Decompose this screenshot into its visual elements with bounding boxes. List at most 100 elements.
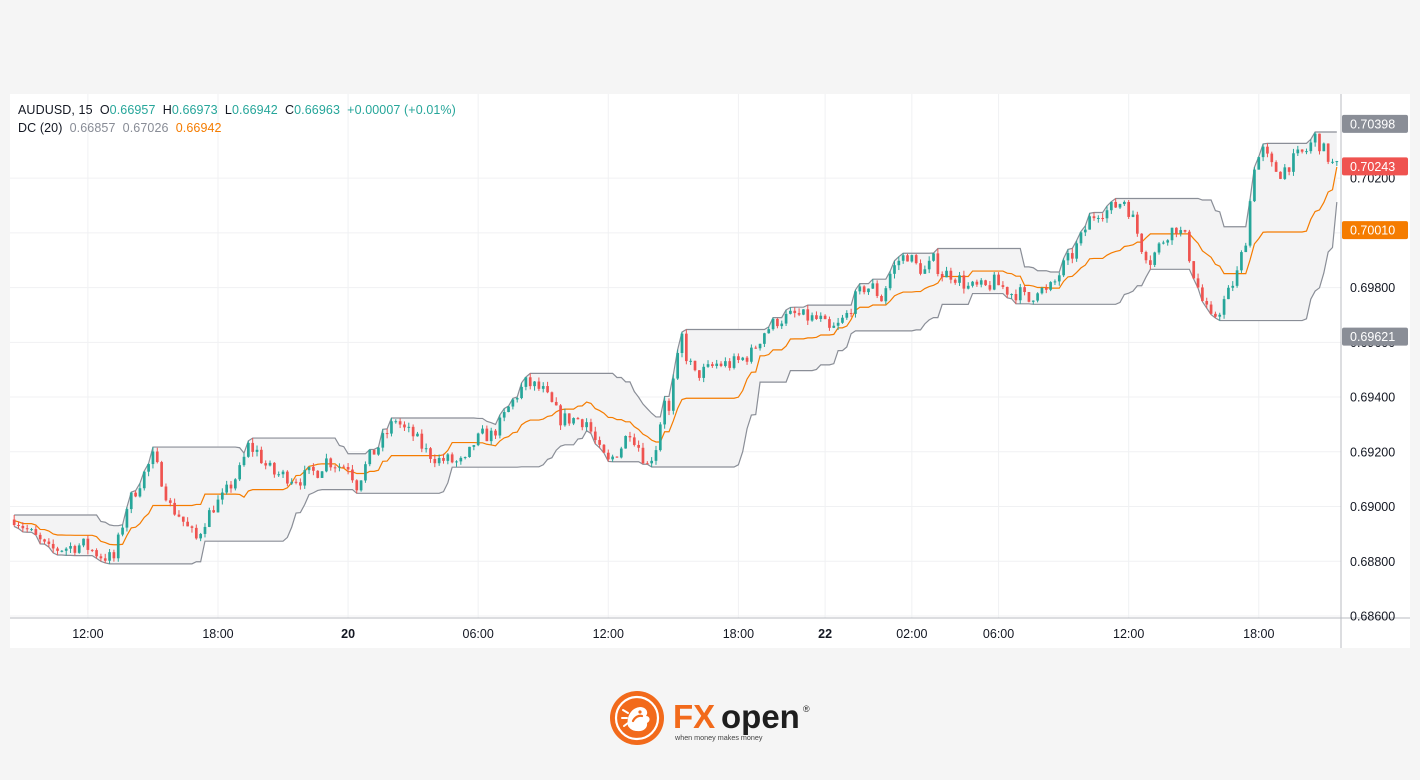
candle-body — [684, 333, 688, 362]
candle-bullish — [1179, 226, 1183, 237]
candle-body — [1279, 171, 1282, 179]
candle-bullish — [1153, 251, 1157, 268]
candle-bearish — [550, 391, 554, 403]
candle-body — [299, 482, 302, 486]
candle-bullish — [966, 282, 970, 290]
candle-bullish — [377, 447, 380, 456]
candle-bearish — [1140, 233, 1144, 255]
candle-bullish — [1157, 242, 1161, 255]
candle-body — [1209, 304, 1213, 314]
candle-body — [984, 280, 987, 286]
candle-bearish — [953, 278, 957, 285]
candle-body — [216, 499, 220, 513]
candle-body — [949, 270, 953, 280]
candle-bearish — [494, 429, 497, 440]
candle-bearish — [73, 544, 77, 556]
candle-bullish — [225, 480, 229, 495]
candle-body — [1088, 216, 1091, 230]
high-label: H — [162, 103, 172, 117]
candle-bearish — [38, 532, 42, 544]
candle-body — [394, 421, 398, 423]
candle-body — [446, 454, 450, 461]
candle-bullish — [1018, 283, 1022, 304]
candle-body — [1261, 146, 1265, 158]
candle-bullish — [1283, 164, 1287, 180]
candle-body — [1274, 162, 1278, 172]
candle-body — [181, 516, 185, 522]
candle-body — [906, 255, 909, 262]
candle-body — [1179, 230, 1183, 234]
candle-body — [819, 315, 823, 319]
candle-body — [494, 430, 497, 436]
candle-bullish — [82, 538, 85, 548]
candle-bullish — [1131, 210, 1135, 218]
channel-fill — [14, 131, 1337, 564]
candle-bullish — [1248, 198, 1252, 248]
candle-bullish — [1066, 249, 1070, 265]
candle-body — [1300, 149, 1304, 152]
candle-bullish — [1036, 292, 1039, 303]
candle-body — [264, 463, 268, 466]
candle-body — [12, 519, 16, 525]
candle-body — [958, 275, 961, 283]
candle-bearish — [1127, 200, 1131, 219]
candle-bearish — [997, 272, 1000, 286]
donchian-channel — [13, 131, 1338, 565]
indicator-legend[interactable]: DC (20) 0.66857 0.67026 0.66942 — [18, 121, 222, 135]
candle-bullish — [69, 542, 72, 553]
candle-body — [372, 449, 376, 455]
candle-body — [997, 274, 1000, 286]
candle-bearish — [797, 308, 801, 317]
candle-bearish — [632, 433, 636, 447]
candle-body — [988, 285, 992, 290]
candle-bearish — [776, 317, 779, 329]
candle-bullish — [1313, 131, 1317, 147]
candle-bullish — [325, 453, 328, 473]
candle-body — [880, 295, 883, 302]
candle-bullish — [1244, 242, 1248, 253]
candle-body — [858, 286, 862, 292]
candle-bullish — [1257, 156, 1261, 170]
candle-body — [511, 399, 515, 407]
candle-body — [784, 313, 788, 324]
timeframe-label[interactable]: 15 — [78, 103, 93, 117]
candle-bullish — [624, 435, 627, 449]
candle-body — [1092, 216, 1096, 219]
candle-body — [21, 525, 25, 529]
candle-bullish — [971, 280, 974, 288]
candle-body — [303, 470, 307, 486]
candle-bearish — [212, 505, 215, 514]
candle-bearish — [1044, 284, 1048, 294]
candle-body — [1096, 217, 1100, 219]
candle-bullish — [60, 550, 64, 553]
candle-bearish — [1183, 229, 1187, 233]
candle-bullish — [446, 453, 450, 465]
candle-body — [390, 421, 393, 434]
candle-bullish — [507, 406, 510, 413]
candle-bullish — [845, 310, 849, 320]
candle-body — [706, 364, 710, 367]
indicator-name[interactable]: DC (20) — [18, 121, 63, 135]
candle-body — [715, 363, 719, 367]
candle-bullish — [203, 523, 207, 538]
candle-bullish — [1170, 227, 1174, 245]
candle-body — [346, 467, 350, 470]
candle-bearish — [43, 538, 46, 545]
candle-body — [125, 509, 129, 528]
candle-body — [1083, 229, 1087, 233]
candle-bearish — [420, 429, 424, 453]
candle-body — [60, 550, 64, 552]
candle-bullish — [676, 349, 680, 380]
candle-body — [1214, 313, 1217, 317]
candle-body — [108, 552, 111, 561]
price-label-background — [1342, 221, 1408, 240]
candle-bearish — [1192, 260, 1196, 280]
candle-bullish — [481, 425, 484, 435]
candle-bearish — [190, 525, 194, 533]
candle-bullish — [897, 256, 901, 271]
candle-bearish — [95, 548, 98, 559]
symbol-label[interactable]: AUDUSD — [18, 103, 72, 117]
candle-body — [116, 534, 120, 559]
candle-body — [207, 510, 211, 527]
candle-body — [871, 283, 875, 289]
